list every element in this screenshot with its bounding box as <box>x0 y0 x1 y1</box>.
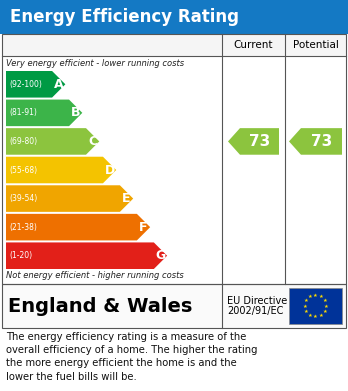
Bar <box>2 34 346 56</box>
Text: (21-38): (21-38) <box>9 222 37 231</box>
Text: (92-100): (92-100) <box>9 80 42 89</box>
Text: (55-68): (55-68) <box>9 165 37 174</box>
Polygon shape <box>6 214 150 240</box>
Text: ★: ★ <box>323 309 327 314</box>
Polygon shape <box>6 242 167 269</box>
Text: 2002/91/EC: 2002/91/EC <box>227 306 283 316</box>
Text: (81-91): (81-91) <box>9 108 37 117</box>
Text: Current: Current <box>234 40 273 50</box>
Text: G: G <box>155 249 166 262</box>
Text: The energy efficiency rating is a measure of the
overall efficiency of a home. T: The energy efficiency rating is a measur… <box>6 332 258 382</box>
Text: 73: 73 <box>249 134 270 149</box>
Text: B: B <box>71 106 80 119</box>
Text: Potential: Potential <box>293 40 339 50</box>
Polygon shape <box>289 128 342 155</box>
Polygon shape <box>6 100 82 126</box>
Text: (69-80): (69-80) <box>9 137 37 146</box>
Polygon shape <box>6 157 116 183</box>
Polygon shape <box>228 128 279 155</box>
Text: ★: ★ <box>313 293 318 298</box>
Text: E: E <box>122 192 131 205</box>
Polygon shape <box>6 128 99 155</box>
Bar <box>0 0 348 34</box>
Bar <box>2 34 346 284</box>
Text: ★: ★ <box>323 298 327 303</box>
Text: England & Wales: England & Wales <box>8 296 192 316</box>
Text: D: D <box>104 163 115 176</box>
Text: ★: ★ <box>304 309 309 314</box>
Text: ★: ★ <box>318 294 323 299</box>
Text: EU Directive: EU Directive <box>227 296 287 306</box>
Text: ★: ★ <box>308 313 313 318</box>
Text: A: A <box>54 78 64 91</box>
Text: ★: ★ <box>318 313 323 318</box>
Text: ★: ★ <box>304 298 309 303</box>
Text: C: C <box>88 135 97 148</box>
Bar <box>289 288 342 324</box>
Polygon shape <box>6 71 65 98</box>
Text: ★: ★ <box>302 303 307 308</box>
Text: Very energy efficient - lower running costs: Very energy efficient - lower running co… <box>6 59 184 68</box>
Text: (1-20): (1-20) <box>9 251 32 260</box>
Text: Energy Efficiency Rating: Energy Efficiency Rating <box>10 8 239 26</box>
Text: ★: ★ <box>324 303 329 308</box>
Text: ★: ★ <box>308 294 313 299</box>
Text: Not energy efficient - higher running costs: Not energy efficient - higher running co… <box>6 271 184 280</box>
Text: ★: ★ <box>313 314 318 319</box>
Polygon shape <box>6 185 133 212</box>
Text: 73: 73 <box>311 134 332 149</box>
Text: (39-54): (39-54) <box>9 194 37 203</box>
Bar <box>2 284 346 328</box>
Text: F: F <box>139 221 148 234</box>
